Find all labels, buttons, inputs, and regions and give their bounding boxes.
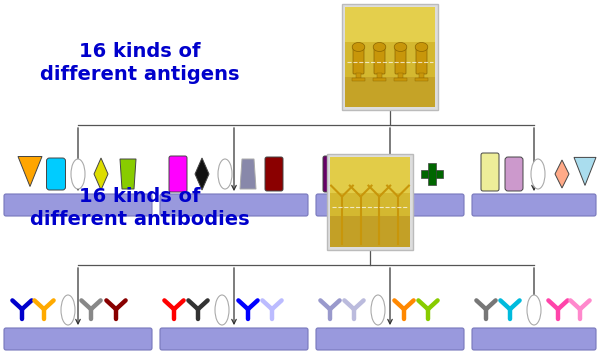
FancyBboxPatch shape (352, 78, 365, 81)
Ellipse shape (352, 42, 365, 51)
FancyBboxPatch shape (265, 157, 283, 191)
Ellipse shape (531, 159, 545, 189)
Ellipse shape (215, 295, 229, 325)
FancyBboxPatch shape (373, 78, 386, 81)
FancyBboxPatch shape (416, 46, 427, 74)
FancyBboxPatch shape (415, 78, 428, 81)
FancyBboxPatch shape (374, 46, 385, 74)
FancyBboxPatch shape (353, 46, 364, 74)
FancyBboxPatch shape (377, 73, 382, 78)
Polygon shape (574, 157, 596, 185)
Polygon shape (347, 156, 369, 186)
Ellipse shape (527, 295, 541, 325)
Polygon shape (94, 158, 108, 190)
Ellipse shape (373, 42, 386, 51)
Polygon shape (120, 159, 136, 189)
FancyBboxPatch shape (330, 157, 410, 193)
Ellipse shape (218, 159, 232, 189)
FancyBboxPatch shape (505, 157, 523, 191)
FancyBboxPatch shape (345, 7, 435, 42)
Polygon shape (240, 159, 256, 189)
FancyBboxPatch shape (481, 153, 499, 191)
FancyBboxPatch shape (398, 73, 403, 78)
Ellipse shape (371, 295, 385, 325)
FancyBboxPatch shape (316, 194, 464, 216)
Polygon shape (18, 156, 42, 186)
FancyBboxPatch shape (47, 158, 65, 190)
FancyBboxPatch shape (316, 328, 464, 350)
FancyBboxPatch shape (4, 194, 152, 216)
FancyBboxPatch shape (395, 46, 406, 74)
FancyBboxPatch shape (472, 194, 596, 216)
FancyBboxPatch shape (327, 154, 413, 250)
Ellipse shape (375, 159, 389, 189)
Ellipse shape (394, 42, 407, 51)
FancyBboxPatch shape (342, 4, 438, 110)
FancyBboxPatch shape (330, 157, 410, 247)
FancyBboxPatch shape (169, 156, 187, 192)
Polygon shape (195, 158, 209, 190)
FancyBboxPatch shape (160, 328, 308, 350)
FancyBboxPatch shape (323, 156, 341, 192)
FancyBboxPatch shape (160, 194, 308, 216)
FancyBboxPatch shape (419, 73, 424, 78)
Ellipse shape (61, 295, 75, 325)
FancyBboxPatch shape (345, 77, 435, 107)
Bar (399, 159, 411, 189)
Bar (421, 170, 443, 178)
FancyBboxPatch shape (345, 7, 435, 107)
Ellipse shape (415, 42, 428, 51)
FancyBboxPatch shape (330, 215, 410, 247)
Bar (428, 163, 436, 185)
Ellipse shape (71, 159, 85, 189)
Polygon shape (555, 160, 569, 188)
Text: 16 kinds of
different antibodies: 16 kinds of different antibodies (30, 187, 250, 229)
FancyBboxPatch shape (472, 328, 596, 350)
FancyBboxPatch shape (394, 78, 407, 81)
FancyBboxPatch shape (4, 328, 152, 350)
FancyBboxPatch shape (356, 73, 361, 78)
Text: 16 kinds of
different antigens: 16 kinds of different antigens (40, 42, 240, 84)
